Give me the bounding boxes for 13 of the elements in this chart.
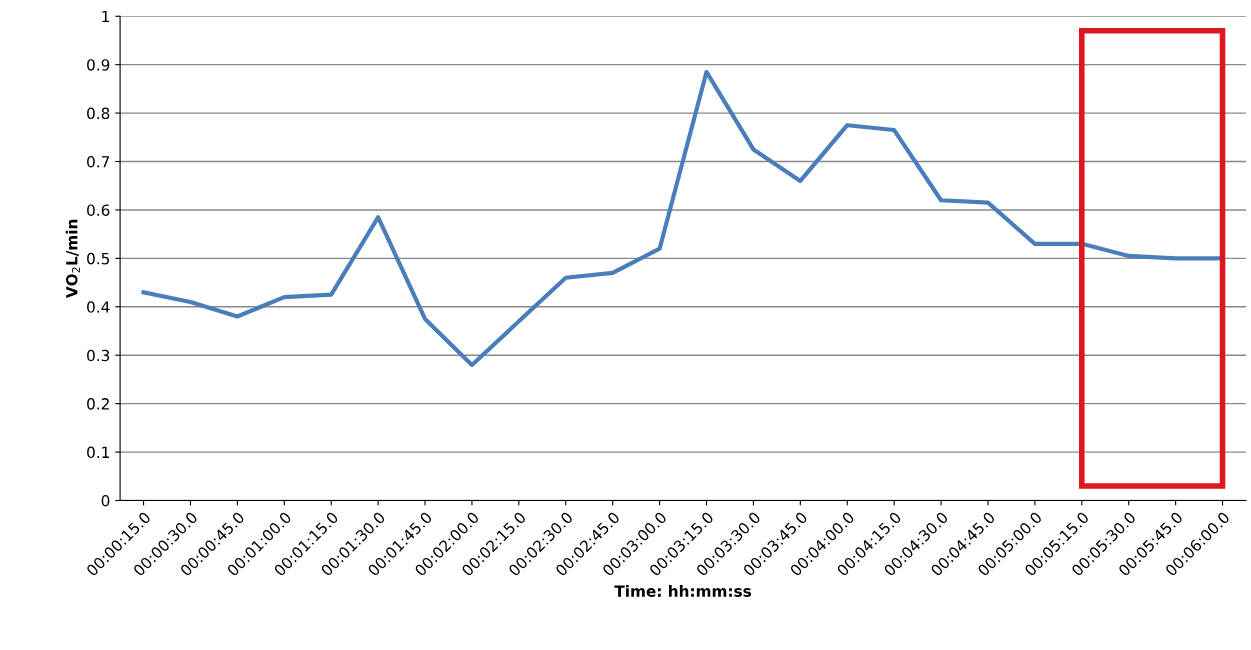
y-axis-title: VO$_{2}$L/min <box>65 219 80 299</box>
y-tick-label: 0.2 <box>87 398 109 410</box>
y-tick-label: 0.4 <box>87 301 110 313</box>
y-tick-label: 0.1 <box>87 446 109 459</box>
x-axis-title: Time: hh:mm:ss <box>614 585 752 597</box>
y-tick-label: 0 <box>101 494 110 507</box>
y-tick-label: 0.7 <box>87 155 110 168</box>
y-tick-label: 0.8 <box>87 107 110 120</box>
y-tick-label: 0.5 <box>87 252 110 265</box>
y-tick-label: 0.9 <box>87 59 110 71</box>
y-tick-label: 0.6 <box>87 204 110 216</box>
y-tick-label: 1 <box>102 10 109 23</box>
y-tick-label: 0.3 <box>87 349 110 362</box>
